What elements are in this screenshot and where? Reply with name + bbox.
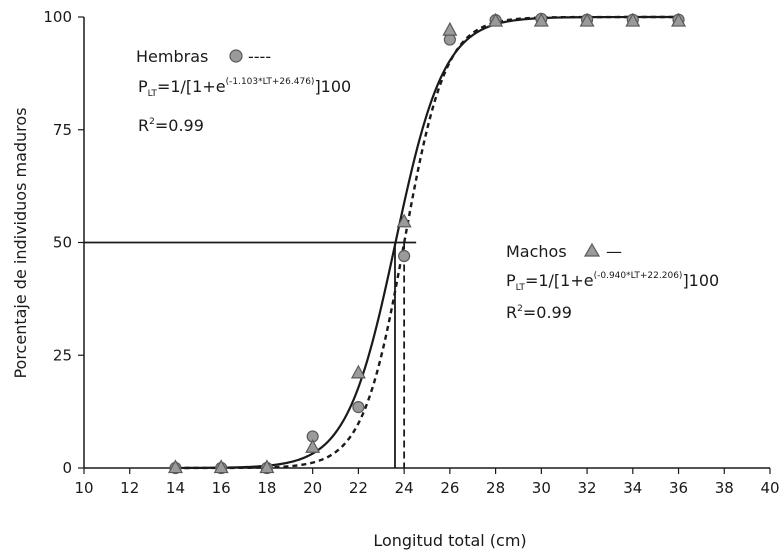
annotation-machos: Machos — PLT=1/[1+e(-0.940*LT+22.206)]10… bbox=[506, 242, 719, 322]
hembras-legend-marker bbox=[229, 49, 243, 63]
hembras-legend-line: ---- bbox=[248, 47, 271, 66]
hembras-equation: PLT=1/[1+e(-1.103*LT+26.476)]100 bbox=[138, 77, 351, 99]
hembras-label: Hembras bbox=[136, 47, 208, 66]
x-tick-label: 24 bbox=[395, 479, 414, 497]
y-tick-label: 75 bbox=[53, 121, 72, 139]
machos-point bbox=[350, 364, 366, 379]
x-tick-label: 38 bbox=[715, 479, 734, 497]
x-tick-label: 22 bbox=[349, 479, 368, 497]
x-tick-label: 30 bbox=[532, 479, 551, 497]
x-tick-label: 32 bbox=[578, 479, 597, 497]
machos-equation: PLT=1/[1+e(-0.940*LT+22.206)]100 bbox=[506, 271, 719, 293]
x-tick-label: 10 bbox=[74, 479, 93, 497]
y-tick-label: 0 bbox=[62, 459, 72, 477]
hembras-point bbox=[398, 249, 411, 263]
y-axis-title: Porcentaje de individuos maduros bbox=[11, 107, 30, 378]
x-tick-label: 36 bbox=[669, 479, 688, 497]
hembras-fit-curve bbox=[175, 15, 679, 470]
annotation-hembras: Hembras ---- PLT=1/[1+e(-1.103*LT+26.476… bbox=[136, 47, 351, 135]
machos-point bbox=[305, 439, 321, 453]
x-tick-label: 26 bbox=[440, 479, 459, 497]
reference-lines bbox=[84, 241, 417, 468]
machos-point bbox=[167, 459, 183, 474]
machos-point bbox=[488, 12, 504, 27]
fitted-curves bbox=[175, 15, 679, 470]
machos-point bbox=[442, 21, 458, 36]
y-tick-label: 100 bbox=[43, 8, 72, 26]
machos-point bbox=[625, 12, 641, 27]
x-tick-label: 34 bbox=[623, 479, 642, 497]
x-tick-label: 14 bbox=[166, 479, 185, 497]
machos-legend-marker bbox=[583, 242, 601, 257]
x-tick-label: 12 bbox=[120, 479, 139, 497]
x-tick-label: 20 bbox=[303, 479, 322, 497]
data-points bbox=[167, 12, 687, 475]
machos-fit-curve bbox=[175, 15, 679, 470]
machos-point bbox=[396, 213, 412, 228]
axes: 10 12 14 16 18 20 22 24 26 28 30 32 34 36 38 40 0 25 50 75 1… bbox=[43, 8, 779, 497]
machos-point bbox=[259, 459, 275, 474]
x-axis-title: Longitud total (cm) bbox=[373, 531, 526, 550]
x-tick-label: 40 bbox=[760, 479, 779, 497]
hembras-r2: R2=0.99 bbox=[138, 116, 204, 135]
y-tick-label: 50 bbox=[53, 234, 72, 252]
machos-point bbox=[671, 12, 687, 27]
x-tick-label: 18 bbox=[257, 479, 276, 497]
hembras-point bbox=[352, 401, 365, 414]
y-tick-label: 25 bbox=[53, 346, 72, 364]
machos-point bbox=[213, 459, 229, 474]
machos-point bbox=[533, 12, 549, 27]
hembras-point bbox=[443, 33, 456, 46]
machos-label: Machos bbox=[506, 242, 567, 261]
machos-r2: R2=0.99 bbox=[506, 303, 572, 322]
x-tick-label: 16 bbox=[212, 479, 231, 497]
machos-point bbox=[579, 12, 595, 27]
machos-legend-line: — bbox=[606, 242, 622, 261]
x-tick-label: 28 bbox=[486, 479, 505, 497]
